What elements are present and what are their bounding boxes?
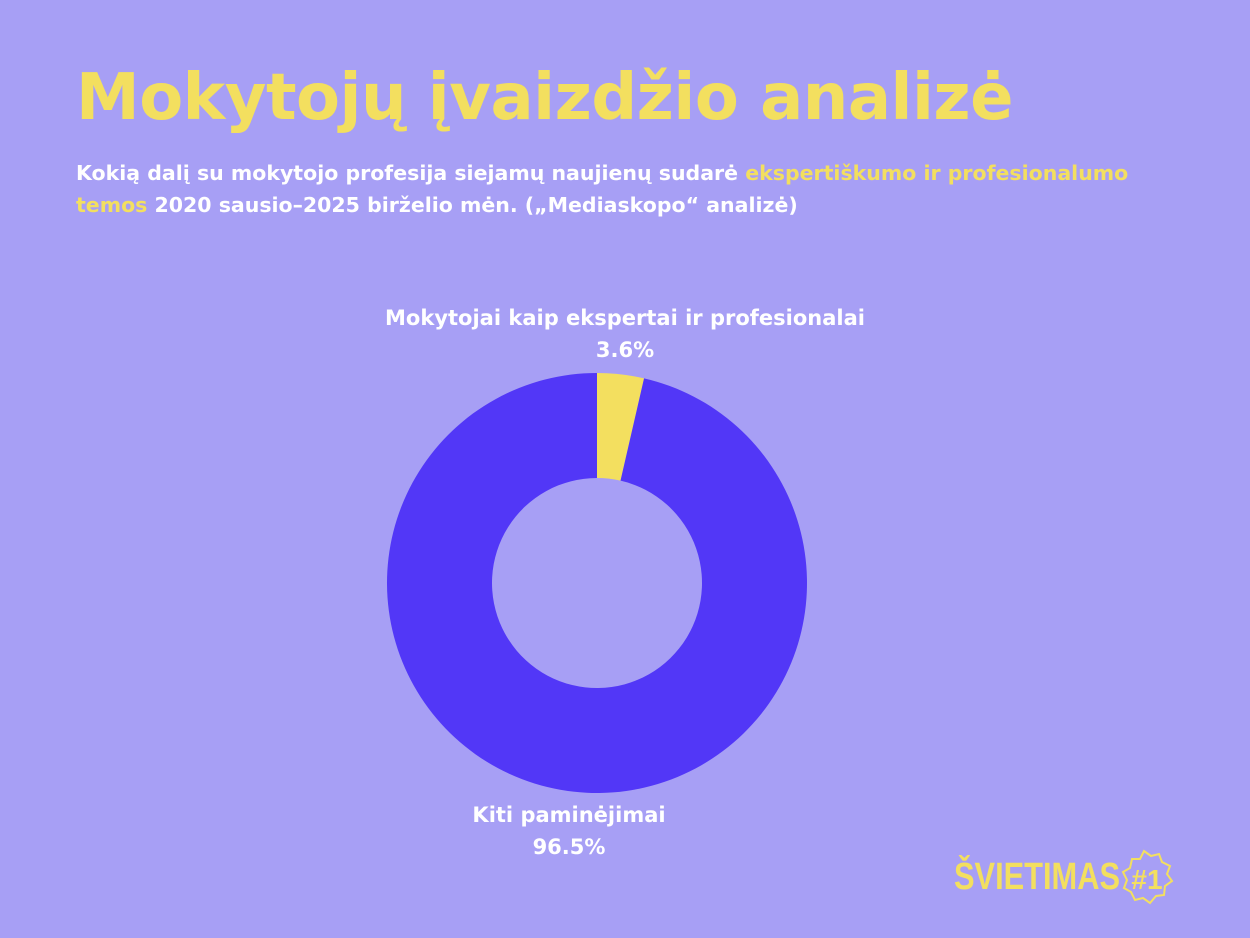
logo-badge-icon	[1121, 849, 1174, 905]
subtitle-text-start: Kokią dalį su mokytojo profesija siejamų…	[76, 161, 746, 185]
slice-label-other-value: 96.5%	[532, 835, 606, 859]
slice-label-experts-value: 3.6%	[595, 338, 655, 362]
subtitle-highlight: ekspertiškumo ir profesionalumo temos	[76, 161, 1129, 217]
slice-label-other-name: Kiti paminėjimai	[472, 803, 666, 827]
slice-label-other: Kiti paminėjimai 96.5%	[472, 799, 665, 863]
logo-wordmark: ŠVIETIMAS	[954, 853, 1120, 898]
slice-label-experts: Mokytojai kaip ekspertai ir profesionala…	[385, 302, 865, 366]
page-subtitle: Kokią dalį su mokytojo profesija siejamų…	[76, 157, 1156, 221]
slice-experts	[597, 373, 645, 481]
page-title: Mokytojų įvaizdžio analizė	[76, 61, 1014, 135]
slice-other	[387, 373, 808, 793]
slice-label-experts-name: Mokytojai kaip ekspertai ir profesionala…	[385, 306, 865, 330]
logo-badge-mark: #1	[1131, 864, 1162, 895]
subtitle-text-end: 2020 sausio–2025 birželio mėn. („Mediask…	[147, 193, 798, 217]
svietimas-logo: ŠVIETIMAS #1	[954, 849, 1174, 905]
